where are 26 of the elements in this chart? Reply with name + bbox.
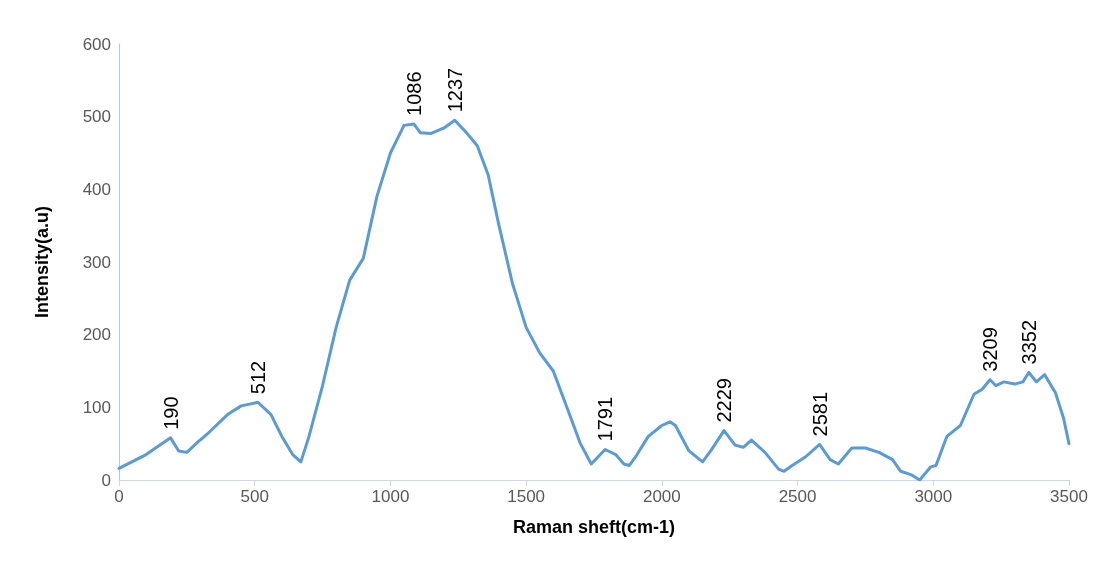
x-tick-label: 2500: [778, 487, 817, 506]
x-tick-label: 2000: [642, 487, 681, 506]
annotation: 1791: [594, 396, 617, 442]
y-tick-label: 0: [101, 470, 111, 490]
y-tick-label: 200: [82, 325, 111, 345]
annotation: 2229: [713, 378, 736, 423]
y-axis-title: Intensity(a.u): [32, 205, 52, 319]
x-tick-label: 3500: [1050, 487, 1088, 506]
y-tick-label: 100: [82, 397, 111, 417]
x-tick-label: 3000: [914, 487, 953, 506]
x-tick-label: 1000: [371, 487, 410, 506]
y-tick-label: 500: [82, 107, 111, 127]
x-tick-label: 500: [240, 487, 269, 506]
x-tick-label: 1500: [507, 487, 546, 506]
annotation: 3352: [1017, 319, 1040, 365]
x-axis-title: Raman sheft(cm-1): [512, 517, 676, 537]
annotation: 1237: [443, 67, 466, 113]
annotation: 1086: [402, 71, 425, 116]
annotation: 512: [246, 360, 269, 395]
y-tick-label: 400: [82, 179, 111, 199]
annotation: 190: [159, 396, 182, 430]
x-tick-label: 0: [114, 487, 124, 506]
y-tick-label: 300: [82, 252, 111, 272]
y-tick-label: 600: [82, 34, 111, 54]
annotation: 3209: [979, 327, 1002, 372]
annotation: 2581: [808, 391, 831, 437]
